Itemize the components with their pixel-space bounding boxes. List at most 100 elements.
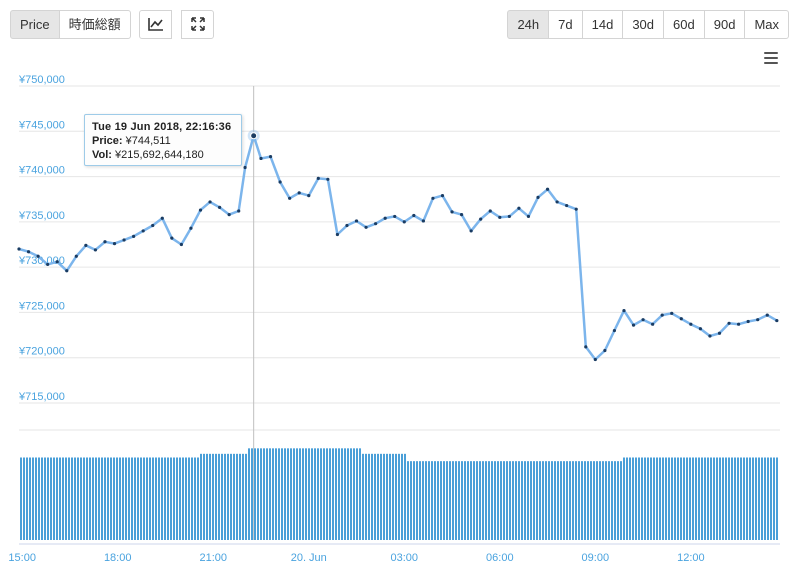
volume-bar <box>383 453 385 540</box>
volume-bar <box>632 457 634 540</box>
hamburger-menu-icon[interactable] <box>764 52 778 67</box>
volume-bar <box>587 461 589 540</box>
volume-bar <box>350 448 352 540</box>
volume-bar <box>569 461 571 540</box>
x-tick-label: 20. Jun <box>291 552 327 564</box>
volume-bar <box>752 457 754 540</box>
range-60d-button[interactable]: 60d <box>663 10 705 39</box>
volume-bar <box>113 457 115 540</box>
range-24h-button[interactable]: 24h <box>507 10 550 39</box>
volume-bar <box>179 457 181 540</box>
price-point <box>765 313 769 317</box>
volume-bar <box>107 457 109 540</box>
volume-bar <box>230 453 232 540</box>
volume-bar <box>269 448 271 540</box>
volume-bar <box>119 457 121 540</box>
volume-bar <box>389 453 391 540</box>
volume-bar <box>200 453 202 540</box>
range-7d-button[interactable]: 7d <box>548 10 583 39</box>
volume-bar <box>524 461 526 540</box>
price-point <box>55 260 59 264</box>
price-point <box>217 205 222 209</box>
price-point <box>374 222 378 226</box>
price-line <box>18 134 778 361</box>
volume-bar <box>539 461 541 540</box>
volume-bar <box>695 457 697 540</box>
volume-bar <box>206 453 208 540</box>
volume-bar <box>89 457 91 540</box>
price-point <box>112 241 117 246</box>
volume-bar <box>749 457 751 540</box>
volume-bar <box>590 461 592 540</box>
volume-bar <box>482 461 484 540</box>
volume-bar <box>131 457 133 540</box>
volume-bar <box>566 461 568 540</box>
chart-type-button[interactable] <box>139 10 172 39</box>
volume-bar <box>737 457 739 540</box>
volume-bar <box>356 448 358 540</box>
x-tick-label: 18:00 <box>104 552 132 564</box>
range-max-button[interactable]: Max <box>744 10 789 39</box>
volume-bar <box>449 461 451 540</box>
volume-bar <box>560 461 562 540</box>
volume-bar <box>701 457 703 540</box>
x-tick-label: 12:00 <box>677 552 705 564</box>
volume-bar <box>203 453 205 540</box>
price-point <box>160 216 164 220</box>
volume-bar <box>257 448 259 540</box>
volume-bar <box>614 461 616 540</box>
volume-bar <box>605 461 607 540</box>
tooltip-price-label: Price: <box>92 135 123 147</box>
volume-bar <box>596 461 598 540</box>
volume-bar <box>551 461 553 540</box>
volume-bar <box>404 453 406 540</box>
price-point <box>450 210 454 214</box>
volume-bar <box>191 457 193 540</box>
volume-bar <box>491 461 493 540</box>
volume-bar <box>41 457 43 540</box>
market-cap-button[interactable]: 時価総額 <box>58 10 131 39</box>
volume-bar <box>251 448 253 540</box>
volume-bar <box>212 453 214 540</box>
price-point <box>243 165 247 170</box>
volume-bar <box>344 448 346 540</box>
price-point <box>17 247 21 251</box>
volume-bar <box>26 457 28 540</box>
volume-bar <box>410 461 412 540</box>
range-30d-button[interactable]: 30d <box>622 10 665 39</box>
price-point <box>631 323 636 327</box>
fullscreen-button[interactable] <box>181 10 214 39</box>
volume-bar <box>665 457 667 540</box>
price-point <box>297 191 301 195</box>
price-button[interactable]: Price <box>10 10 60 39</box>
volume-bar <box>728 457 730 540</box>
volume-bar <box>584 461 586 540</box>
x-axis-labels: 15:00 18:00 21:00 20. Jun 03:00 06:00 09:00 12:… <box>8 552 704 564</box>
volume-bar <box>65 457 67 540</box>
volume-bar <box>515 461 517 540</box>
price-point <box>288 196 292 200</box>
y-axis-labels: ¥715,000¥720,000¥725,000¥730,000¥735,000… <box>18 74 65 403</box>
price-point <box>345 223 349 228</box>
price-point <box>141 229 145 233</box>
volume-bar <box>521 461 523 540</box>
price-point <box>278 180 282 184</box>
volume-bar <box>92 457 94 540</box>
volume-bar <box>644 457 646 540</box>
volume-bar <box>527 461 529 540</box>
volume-bar <box>470 461 472 540</box>
range-90d-button[interactable]: 90d <box>703 10 746 39</box>
volume-bar <box>317 448 319 540</box>
volume-bar <box>374 453 376 540</box>
price-point <box>151 223 155 228</box>
volume-bar <box>764 457 766 540</box>
price-point <box>689 322 693 326</box>
volume-bar <box>578 461 580 540</box>
volume-bar <box>377 453 379 540</box>
volume-bar <box>392 453 394 540</box>
metric-toggle-group: Price 時価総額 <box>10 10 131 39</box>
volume-bar <box>734 457 736 540</box>
volume-bar <box>137 457 139 540</box>
volume-bar <box>485 461 487 540</box>
